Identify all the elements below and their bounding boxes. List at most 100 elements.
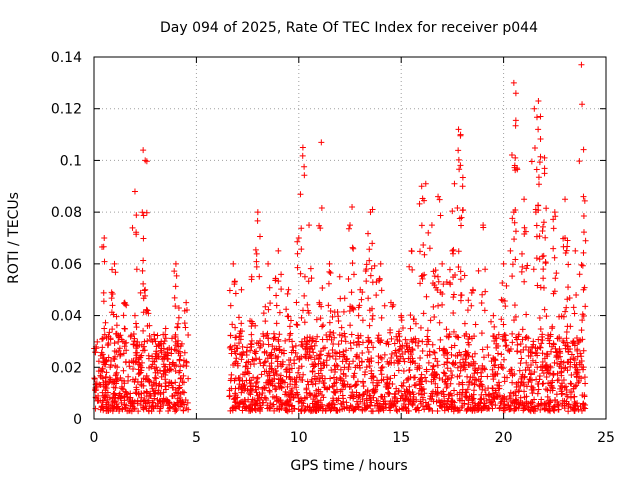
data-point xyxy=(309,346,316,353)
data-point xyxy=(265,306,272,313)
data-point xyxy=(134,400,141,407)
data-point xyxy=(450,309,457,316)
data-point xyxy=(141,287,148,294)
data-point xyxy=(368,265,375,272)
data-point xyxy=(558,388,565,395)
data-point xyxy=(107,376,114,383)
data-point xyxy=(103,334,110,341)
data-point xyxy=(177,352,184,359)
data-point xyxy=(392,347,399,354)
data-point xyxy=(299,144,306,151)
data-point xyxy=(471,370,478,377)
data-point xyxy=(559,403,566,410)
data-point xyxy=(521,278,528,285)
data-point xyxy=(525,335,532,342)
data-point xyxy=(337,366,344,373)
data-point xyxy=(370,379,377,386)
data-point xyxy=(550,371,557,378)
data-point xyxy=(149,399,156,406)
data-point xyxy=(298,376,305,383)
data-point xyxy=(146,332,153,339)
data-point xyxy=(518,268,525,275)
data-point xyxy=(425,359,432,366)
data-point xyxy=(141,390,148,397)
data-point xyxy=(465,341,472,348)
data-point xyxy=(350,271,357,278)
data-point xyxy=(369,312,376,319)
data-point xyxy=(267,300,274,307)
data-point xyxy=(541,165,548,172)
data-point xyxy=(316,301,323,308)
data-point xyxy=(567,394,574,401)
data-point xyxy=(473,377,480,384)
data-point xyxy=(560,359,567,366)
data-point xyxy=(252,246,259,253)
data-point xyxy=(329,313,336,320)
data-point xyxy=(95,358,102,365)
data-point xyxy=(133,212,140,219)
data-point xyxy=(185,331,192,338)
data-point xyxy=(565,343,572,350)
data-point xyxy=(481,307,488,314)
data-point xyxy=(537,364,544,371)
data-point xyxy=(543,405,550,412)
data-point xyxy=(534,390,541,397)
data-point xyxy=(329,352,336,359)
data-point xyxy=(177,363,184,370)
data-point xyxy=(171,268,178,275)
data-point xyxy=(517,394,524,401)
data-point xyxy=(421,271,428,278)
data-point xyxy=(517,382,524,389)
data-point xyxy=(360,391,367,398)
data-point xyxy=(375,353,382,360)
data-point xyxy=(405,407,412,414)
data-point xyxy=(542,259,549,266)
data-point xyxy=(143,158,150,165)
data-point xyxy=(434,358,441,365)
data-point xyxy=(155,354,162,361)
data-point xyxy=(582,237,589,244)
data-point xyxy=(350,407,357,414)
data-point xyxy=(521,196,528,203)
data-point xyxy=(392,395,399,402)
data-point xyxy=(110,311,117,318)
data-point xyxy=(557,382,564,389)
data-point xyxy=(489,373,496,380)
data-point xyxy=(183,358,190,365)
data-point xyxy=(398,317,405,324)
data-point xyxy=(327,307,334,314)
data-point xyxy=(503,342,510,349)
data-point xyxy=(162,380,169,387)
data-point xyxy=(367,272,374,279)
data-point xyxy=(560,365,567,372)
data-point xyxy=(422,374,429,381)
data-point xyxy=(287,381,294,388)
data-point xyxy=(334,363,341,370)
data-point xyxy=(445,391,452,398)
data-point xyxy=(262,303,269,310)
data-point xyxy=(451,387,458,394)
data-point xyxy=(133,358,140,365)
data-point xyxy=(99,399,106,406)
data-point xyxy=(417,324,424,331)
y-tick-label: 0.06 xyxy=(51,257,82,273)
data-point xyxy=(347,383,354,390)
data-point xyxy=(275,353,282,360)
data-point xyxy=(363,364,370,371)
data-point xyxy=(384,376,391,383)
data-point xyxy=(418,371,425,378)
data-point xyxy=(480,354,487,361)
data-point xyxy=(232,399,239,406)
data-point xyxy=(153,364,160,371)
data-point xyxy=(176,348,183,355)
data-point xyxy=(455,248,462,255)
data-point xyxy=(435,278,442,285)
data-point xyxy=(157,390,164,397)
data-point xyxy=(256,233,263,240)
data-point xyxy=(579,317,586,324)
data-point xyxy=(364,344,371,351)
data-point xyxy=(260,310,267,317)
data-point xyxy=(539,380,546,387)
data-point xyxy=(452,352,459,359)
data-point xyxy=(436,319,443,326)
